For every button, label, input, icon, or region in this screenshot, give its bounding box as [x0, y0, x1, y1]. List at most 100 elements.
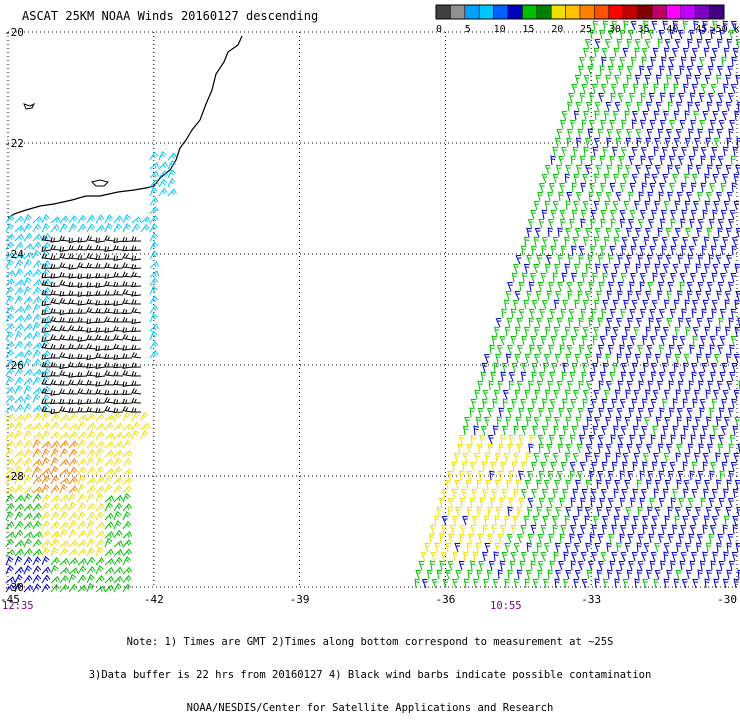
wind-barb — [718, 282, 723, 291]
wind-barb — [96, 353, 105, 358]
wind-barb — [535, 228, 540, 237]
wind-barb — [626, 354, 631, 363]
wind-barb — [701, 336, 706, 345]
legend-label: 20 — [551, 24, 563, 35]
wind-barb — [725, 516, 730, 525]
wind-barb — [687, 75, 692, 84]
wind-barb — [716, 327, 721, 336]
wind-barb — [488, 507, 493, 516]
wind-barb — [684, 426, 689, 435]
wind-barb — [730, 373, 735, 382]
wind-barb — [33, 359, 41, 367]
y-tick-label: -22 — [4, 137, 24, 150]
wind-barb — [622, 237, 627, 246]
wind-barb — [114, 478, 123, 485]
wind-barb — [654, 84, 659, 93]
wind-barb — [105, 415, 114, 421]
wind-barb — [508, 570, 513, 579]
wind-barb — [87, 575, 94, 583]
wind-barb — [78, 245, 87, 250]
wind-barb — [539, 408, 544, 417]
wind-barb — [42, 215, 50, 223]
wind-barb — [556, 291, 561, 300]
wind-barb — [641, 309, 646, 318]
wind-barb — [655, 327, 660, 336]
wind-barb — [679, 93, 684, 102]
wind-barb — [60, 325, 69, 331]
wind-barb — [448, 498, 453, 507]
wind-barb — [69, 467, 77, 475]
wind-barb — [714, 237, 719, 246]
wind-barb — [674, 111, 679, 120]
wind-barb — [668, 102, 673, 111]
wind-barb — [643, 516, 648, 525]
wind-barb — [650, 498, 655, 507]
wind-barb — [123, 317, 132, 322]
legend-swatch — [638, 5, 652, 19]
wind-barb — [542, 210, 547, 219]
wind-barb — [661, 561, 666, 570]
wind-barb — [33, 287, 41, 295]
wind-barb — [669, 66, 674, 75]
wind-barb — [571, 156, 576, 165]
wind-barb — [673, 174, 678, 183]
wind-barb — [521, 372, 526, 381]
wind-barb — [675, 516, 680, 525]
wind-barb — [734, 454, 739, 463]
wind-barb — [33, 550, 42, 557]
wind-barb — [539, 498, 544, 507]
wind-barb — [603, 273, 608, 282]
wind-barb — [509, 372, 514, 381]
wind-barb — [568, 408, 573, 417]
wind-barb — [51, 548, 58, 556]
wind-barb — [717, 291, 722, 300]
wind-barb — [33, 323, 40, 331]
wind-barb — [105, 390, 114, 395]
wind-barb — [718, 93, 723, 102]
wind-barb — [612, 84, 617, 93]
wind-barb — [692, 490, 697, 499]
wind-barb — [78, 372, 87, 377]
wind-barb — [656, 417, 661, 426]
wind-barb — [132, 246, 141, 251]
wind-barb — [666, 354, 671, 363]
wind-barb — [578, 408, 583, 417]
wind-barb — [440, 561, 445, 570]
wind-barb — [654, 453, 659, 462]
wind-barb — [502, 309, 507, 318]
wind-barb — [69, 354, 78, 359]
wind-barb — [581, 156, 586, 165]
wind-barb — [648, 381, 653, 390]
wind-barb — [627, 381, 632, 390]
wind-barb — [123, 281, 132, 286]
wind-barb — [69, 335, 78, 340]
wind-barb — [512, 525, 517, 534]
wind-barb — [123, 494, 130, 502]
wind-barb — [24, 431, 32, 439]
wind-barb — [673, 48, 678, 57]
wind-barb — [529, 381, 534, 390]
wind-barb — [42, 469, 51, 475]
wind-barb — [728, 192, 733, 201]
wind-barb — [512, 399, 517, 408]
wind-barb — [544, 453, 549, 462]
legend-swatch — [465, 5, 479, 19]
wind-barb — [483, 462, 488, 471]
wind-barb — [60, 576, 68, 583]
wind-barb — [474, 552, 479, 561]
wind-barb — [576, 75, 581, 84]
coastline-path — [8, 36, 242, 218]
wind-barb — [721, 183, 726, 192]
wind-barb — [535, 390, 540, 399]
wind-barb — [592, 399, 597, 408]
wind-barb — [598, 129, 603, 138]
wind-barb — [591, 210, 596, 219]
wind-barb — [51, 432, 59, 439]
wind-barb — [641, 273, 646, 282]
wind-barb — [607, 381, 612, 390]
wind-barb — [588, 67, 593, 76]
wind-barb — [509, 471, 514, 480]
wind-barb — [517, 570, 522, 579]
legend-label: 0 — [436, 24, 442, 35]
wind-barb — [646, 354, 651, 363]
